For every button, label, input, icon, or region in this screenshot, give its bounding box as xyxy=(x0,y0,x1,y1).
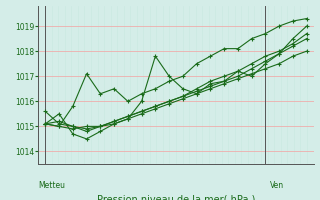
Text: Ven: Ven xyxy=(270,181,284,190)
Text: Pression niveau de la mer( hPa ): Pression niveau de la mer( hPa ) xyxy=(97,195,255,200)
Text: Metteu: Metteu xyxy=(38,181,65,190)
